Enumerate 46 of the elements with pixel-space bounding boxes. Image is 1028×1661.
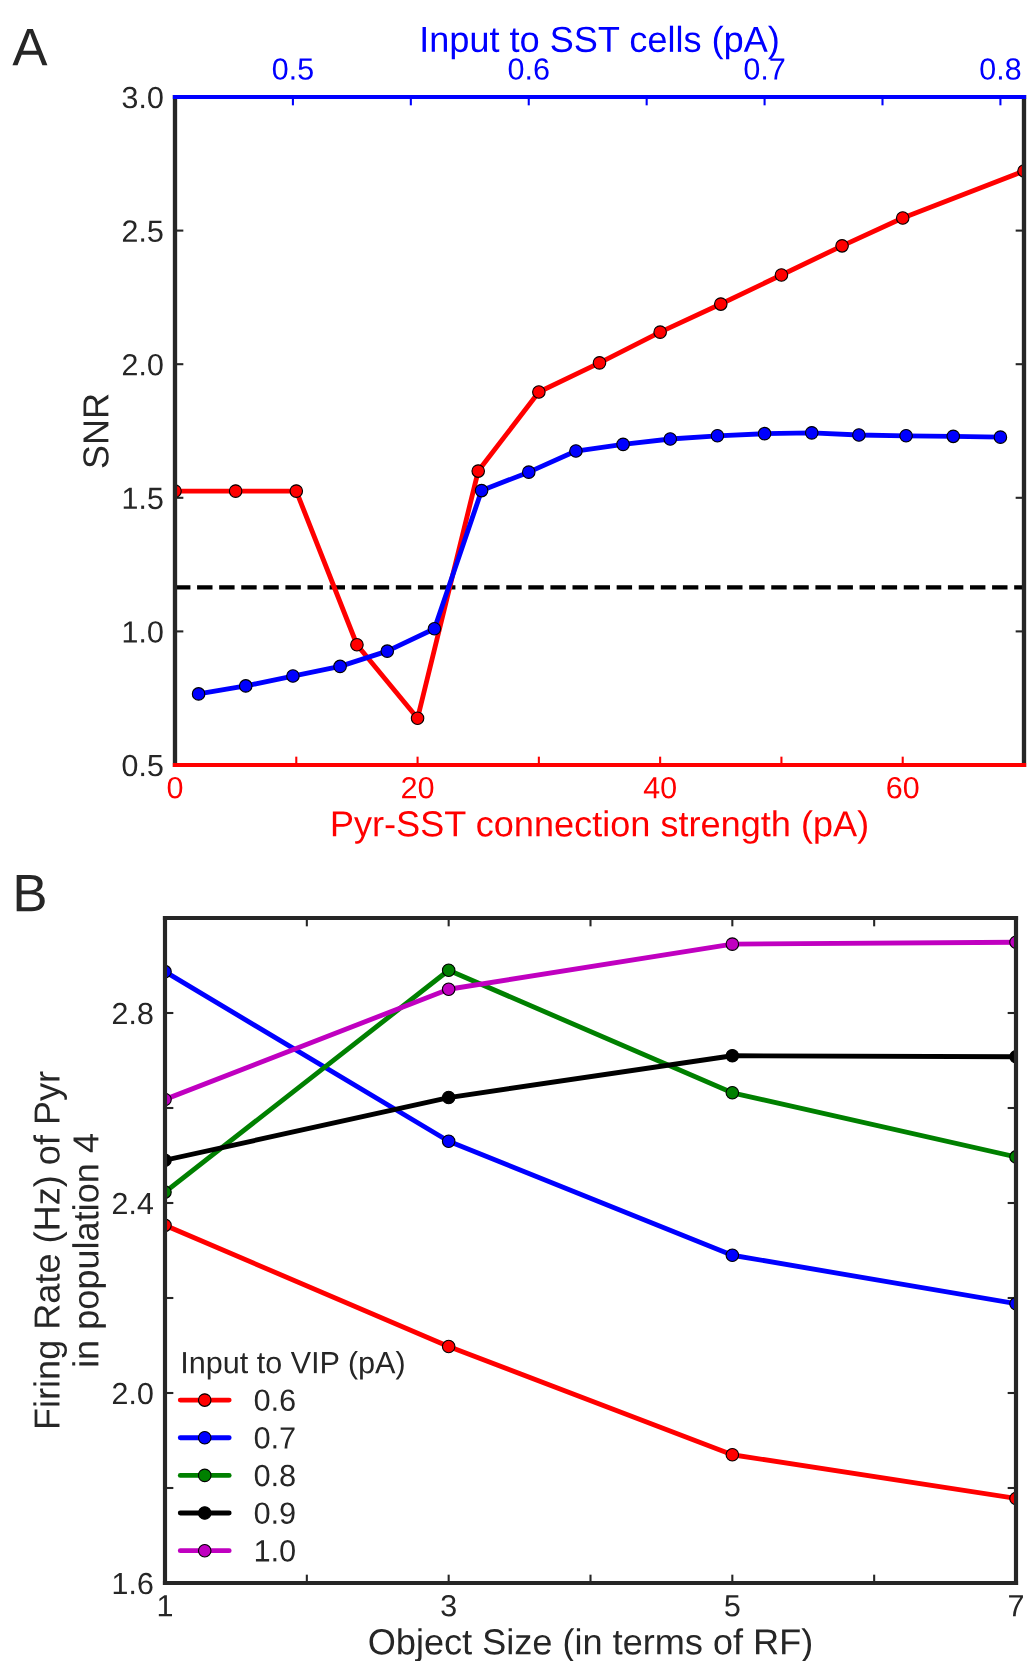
y-tick-label: 3.0 xyxy=(122,86,163,109)
point xyxy=(835,239,849,253)
y-tick-label: 2.5 xyxy=(122,220,163,242)
x-axis-title: Object Size (in terms of RF) xyxy=(369,1628,811,1661)
y-tick-label: 1.6 xyxy=(113,1572,153,1595)
x-tick-label: 40 xyxy=(643,776,676,799)
x-tick-label: 60 xyxy=(887,776,919,799)
point xyxy=(471,464,486,478)
point xyxy=(774,268,789,282)
point xyxy=(532,385,546,399)
y-tick-label: 2.0 xyxy=(112,1382,153,1405)
legend-label: 0.7 xyxy=(254,1427,295,1449)
x2-tick-label: 0.5 xyxy=(272,58,313,80)
point xyxy=(592,356,607,370)
point xyxy=(653,325,667,339)
x-tick-label: 1 xyxy=(158,1595,173,1617)
y-tick-label: 0.5 xyxy=(122,754,163,777)
point xyxy=(289,484,304,498)
point xyxy=(228,484,243,498)
text: B xyxy=(16,874,45,912)
x2-tick-label: 0.8 xyxy=(980,58,1021,80)
point xyxy=(895,211,910,225)
x2-tick-label: 0.6 xyxy=(508,58,549,80)
point xyxy=(410,711,425,726)
y-axis-title: Firing Rate (Hz) of Pyr in population 4 xyxy=(33,1071,106,1428)
x2-tick-label: 0.7 xyxy=(744,58,785,80)
x-tick-label: 5 xyxy=(725,1595,740,1617)
y-tick-label: 2.4 xyxy=(112,1192,153,1215)
x-tick-label: 0 xyxy=(167,776,183,799)
text: A xyxy=(12,28,48,66)
legend-label: 0.8 xyxy=(254,1464,295,1487)
legend-title: Input to VIP (pA) xyxy=(183,1350,404,1380)
x-tick-label: 20 xyxy=(402,776,434,799)
y-tick-label: 2.8 xyxy=(112,1002,153,1025)
y-tick-label: 1.5 xyxy=(123,487,163,510)
y-tick-label: 2.0 xyxy=(122,353,163,376)
point xyxy=(713,297,728,311)
point xyxy=(350,637,364,652)
x-axis-title: Pyr-SST connection strength (pA) xyxy=(332,810,867,844)
legend-label: 1.0 xyxy=(255,1540,295,1562)
x-tick-label: 7 xyxy=(1009,1595,1023,1617)
x-tick-label: 3 xyxy=(441,1594,456,1617)
y-axis-title: SNR xyxy=(83,394,109,468)
y-tick-label: 1.0 xyxy=(123,621,163,643)
legend-label: 0.9 xyxy=(254,1502,295,1525)
legend-label: 0.6 xyxy=(254,1389,295,1412)
